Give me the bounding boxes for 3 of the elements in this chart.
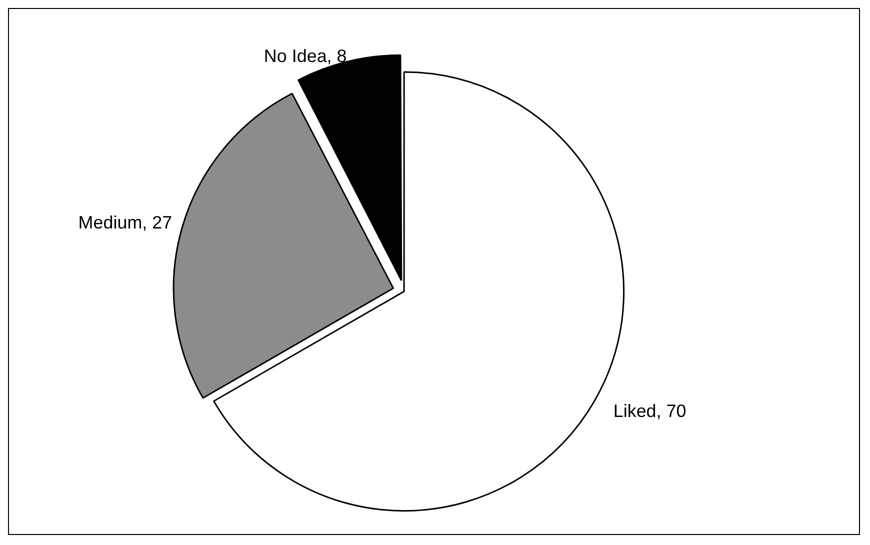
slice-label: Liked, 70 xyxy=(613,401,686,422)
slice-label: Medium, 27 xyxy=(78,212,172,233)
slice-label: No Idea, 8 xyxy=(264,46,347,66)
